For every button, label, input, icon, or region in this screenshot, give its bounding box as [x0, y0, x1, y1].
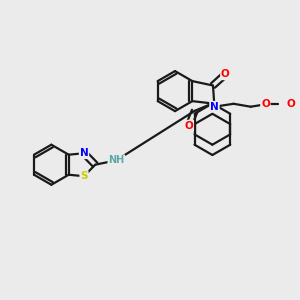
Text: N: N [210, 102, 219, 112]
Text: O: O [184, 121, 193, 130]
Text: O: O [261, 99, 270, 110]
Text: S: S [80, 171, 88, 181]
Text: NH: NH [108, 155, 124, 165]
Text: N: N [80, 148, 88, 158]
Text: O: O [221, 69, 230, 79]
Text: O: O [286, 99, 295, 110]
